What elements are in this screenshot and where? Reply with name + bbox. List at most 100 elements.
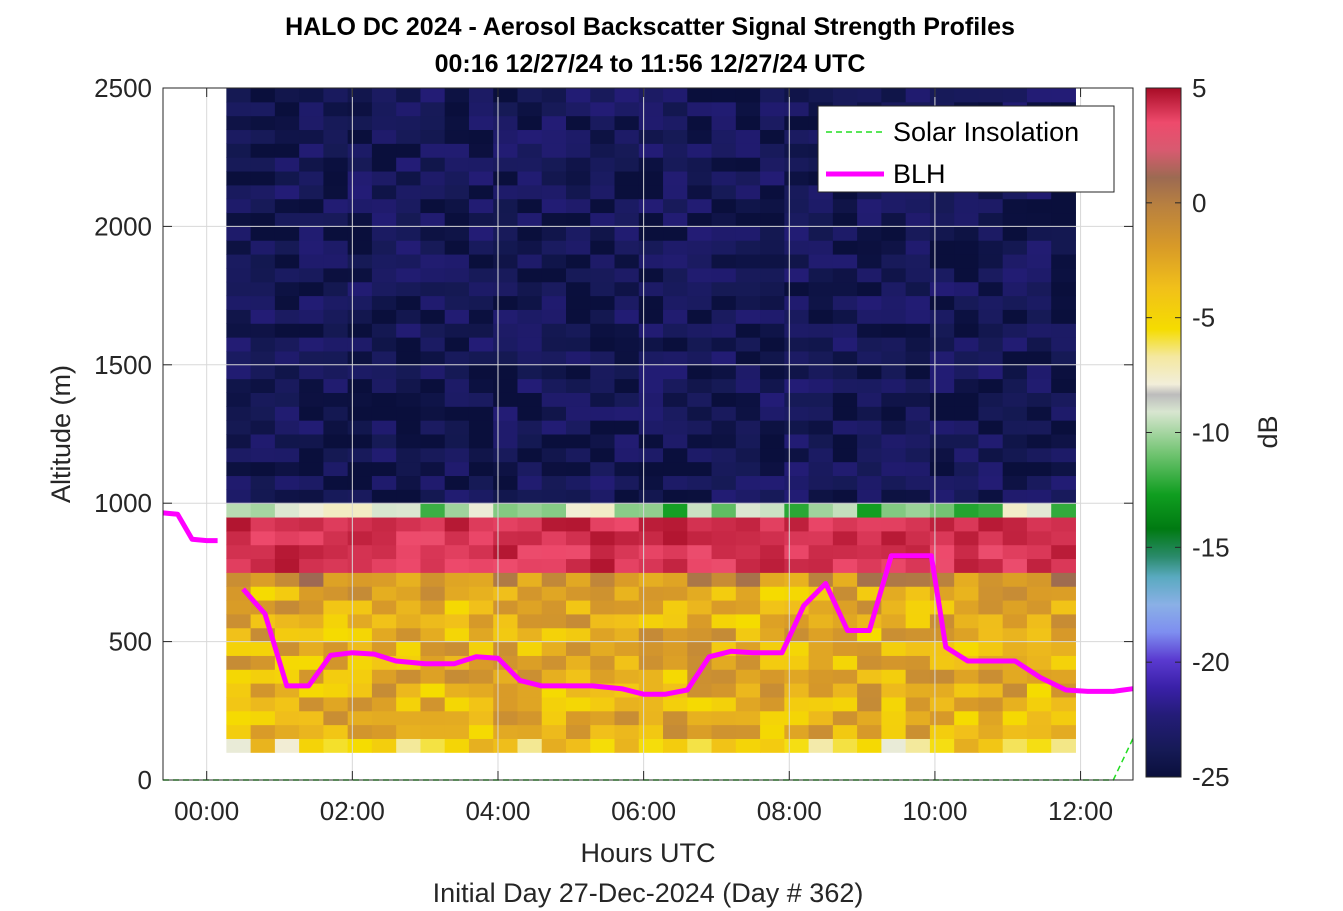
heatmap-cell [929,530,955,546]
heatmap-cell [347,434,373,449]
heatmap-cell [784,350,810,366]
heatmap-cell [663,171,688,186]
heatmap-cell [347,627,373,643]
heatmap-cell [347,281,373,297]
heatmap-cell [590,517,616,532]
heatmap-cell [566,88,591,103]
heatmap-cell [687,489,713,504]
heatmap-cell [299,101,324,117]
heatmap-cell [954,724,979,739]
heatmap-cell [905,572,931,587]
heatmap-cell [468,240,494,255]
heatmap-cell [808,600,834,615]
heatmap-cell [323,475,349,490]
heatmap-cell [566,212,591,227]
heatmap-cell [638,586,664,601]
heatmap-cell [250,157,276,172]
heatmap-cell [905,378,931,393]
heatmap-cell [760,406,785,421]
heatmap-cell [978,198,1004,214]
heatmap-cell [663,157,688,172]
heatmap-cell [954,267,979,283]
heatmap-cell [566,115,591,131]
heatmap-cell [954,378,979,393]
heatmap-cell [323,171,349,186]
heatmap-cell [226,503,252,518]
heatmap-cell [468,517,494,532]
heatmap-cell [929,696,955,712]
heatmap-cell [250,655,276,670]
heatmap-cell [1026,530,1052,546]
heatmap-cell [784,669,810,684]
heatmap-cell [299,655,324,670]
heatmap-cell [420,226,446,241]
heatmap-cell [978,309,1004,324]
heatmap-cell [905,530,931,546]
heatmap-cell [1002,378,1028,393]
heatmap-cell [323,738,349,753]
heatmap-cell [784,558,810,573]
heatmap-cell [735,198,761,214]
heatmap-cell [832,198,858,214]
heatmap-cell [832,420,858,435]
heatmap-cell [881,503,907,518]
heatmap-cell [468,184,494,200]
heatmap-cell [735,710,761,726]
heatmap-cell [323,461,349,477]
heatmap-cell [832,669,858,684]
heatmap-cell [978,406,1004,421]
heatmap-cell [1002,613,1028,629]
heatmap-cell [493,364,518,380]
heatmap-cell [1026,475,1052,490]
heatmap-cell [663,489,688,504]
heatmap-cell [978,558,1004,573]
heatmap-cell [590,503,616,518]
heatmap-cell [493,600,518,615]
heatmap-cell [493,323,518,338]
heatmap-cell [371,696,397,712]
heatmap-cell [517,392,543,407]
heatmap-cell [760,544,785,560]
heatmap-cell [323,710,349,726]
heatmap-cell [299,710,324,726]
heatmap-cell [614,530,640,546]
heatmap-cell [687,254,713,269]
heatmap-cell [760,710,785,726]
heatmap-cell [978,337,1004,352]
heatmap-cell [978,572,1004,587]
heatmap-cell [347,157,373,172]
heatmap-cell [299,171,324,186]
heatmap-cell [371,240,397,255]
heatmap-cell [274,572,300,587]
heatmap-cell [323,267,349,283]
heatmap-cell [857,641,882,656]
heatmap-cell [784,198,810,214]
heatmap-cell [954,503,979,518]
heatmap-cell [396,198,421,214]
heatmap-cell [1002,461,1028,477]
heatmap-cell [857,267,882,283]
heatmap-cell [347,475,373,490]
heatmap-cell [760,143,785,158]
heatmap-cell [881,267,907,283]
heatmap-cell [1051,226,1076,241]
heatmap-cell [590,350,616,366]
heatmap-cell [420,364,446,380]
heatmap-cell [541,724,567,739]
heatmap-cell [663,350,688,366]
heatmap-cell [444,171,470,186]
heatmap-cell [978,489,1004,504]
heatmap-cell [614,157,640,172]
heatmap-cell [1051,88,1076,103]
heatmap-cell [493,710,518,726]
heatmap-cell [323,669,349,684]
heatmap-cell [857,240,882,255]
heatmap-cell [250,406,276,421]
heatmap-cell [808,655,834,670]
heatmap-cell [493,738,518,753]
heatmap-cell [371,600,397,615]
heatmap-cell [735,600,761,615]
heatmap-cell [541,461,567,477]
heatmap-cell [784,323,810,338]
heatmap-cell [250,115,276,131]
